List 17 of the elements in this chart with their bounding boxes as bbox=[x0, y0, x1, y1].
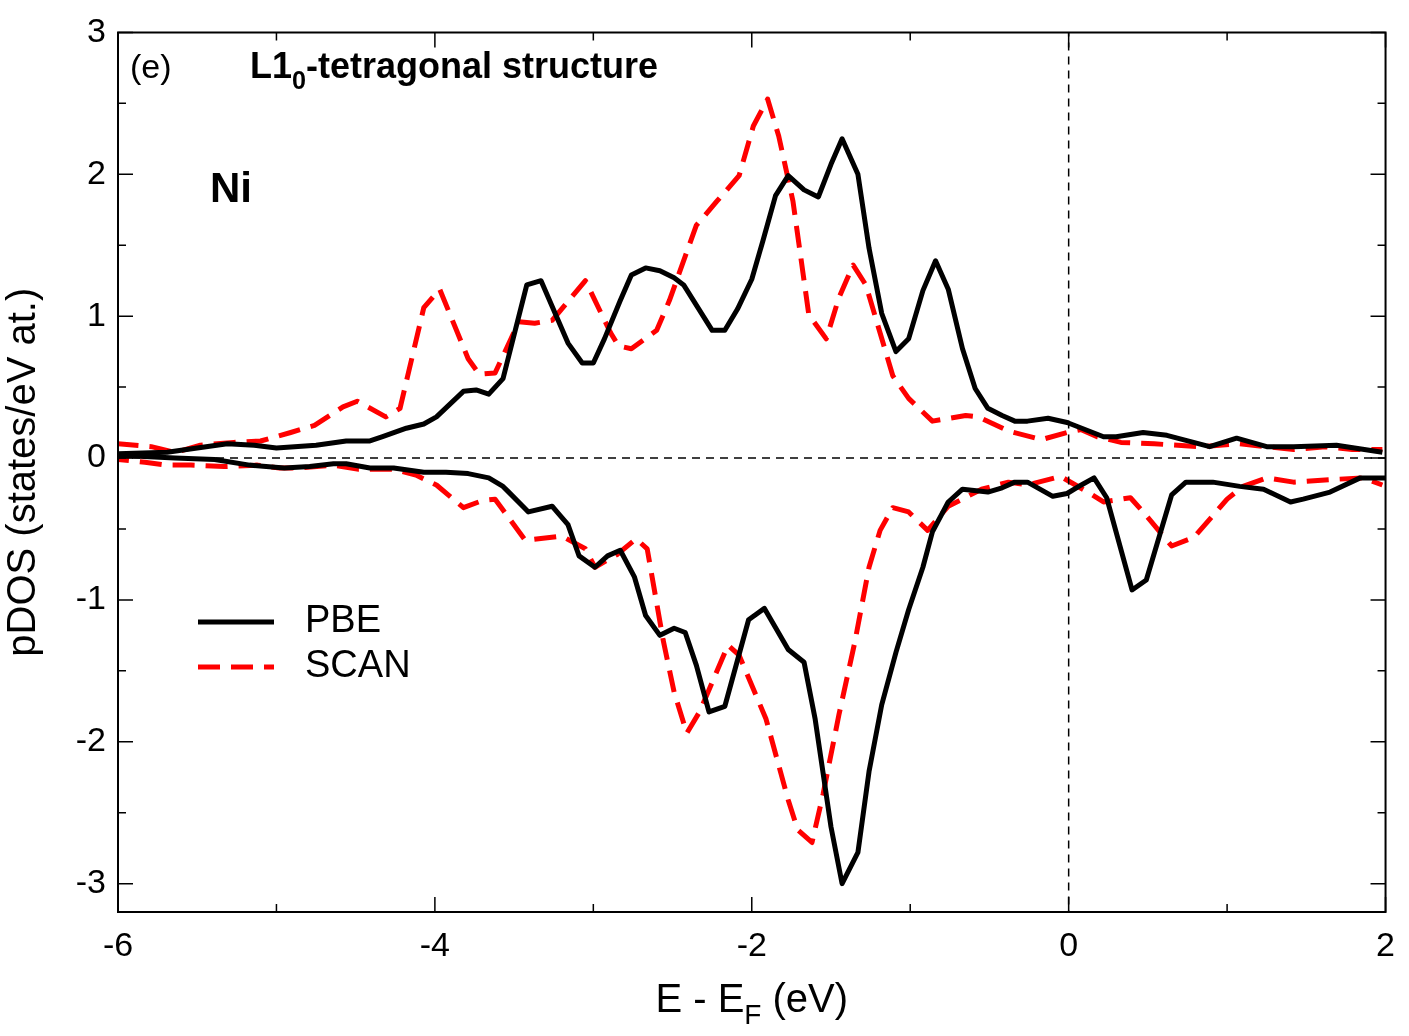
annotation: Ni bbox=[210, 164, 252, 212]
y-axis-title: pDOS (states/eV at.) bbox=[0, 287, 44, 657]
y-tick-label: 0 bbox=[87, 436, 106, 475]
legend-label: PBE bbox=[305, 598, 382, 641]
x-tick-label: -6 bbox=[102, 924, 134, 963]
x-tick-label: -4 bbox=[419, 924, 450, 963]
y-tick-label: 1 bbox=[87, 294, 106, 333]
legend-label: SCAN bbox=[305, 643, 411, 686]
y-tick-label: -2 bbox=[75, 720, 106, 759]
y-tick-label: -3 bbox=[75, 862, 106, 900]
y-tick-label: 3 bbox=[87, 10, 106, 49]
x-tick-label: -2 bbox=[736, 924, 767, 963]
y-tick-label: -1 bbox=[75, 578, 106, 617]
annotation: (e) bbox=[130, 47, 172, 86]
y-tick-label: 2 bbox=[87, 152, 106, 191]
x-tick-label: 0 bbox=[1059, 924, 1079, 963]
x-tick-label: 2 bbox=[1376, 924, 1396, 963]
